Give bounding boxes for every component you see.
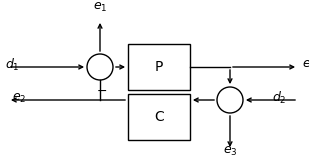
Text: $-$: $-$ bbox=[96, 84, 108, 97]
Bar bbox=[128, 94, 190, 140]
Text: P: P bbox=[155, 60, 163, 74]
Text: $d_2$: $d_2$ bbox=[272, 90, 286, 106]
Text: $e_4$: $e_4$ bbox=[302, 58, 309, 72]
Text: C: C bbox=[154, 110, 164, 124]
Text: $e_3$: $e_3$ bbox=[223, 145, 237, 158]
Bar bbox=[128, 44, 190, 90]
Text: $e_1$: $e_1$ bbox=[93, 1, 107, 14]
Text: $e_2$: $e_2$ bbox=[12, 92, 26, 104]
Text: $d_1$: $d_1$ bbox=[5, 57, 20, 73]
